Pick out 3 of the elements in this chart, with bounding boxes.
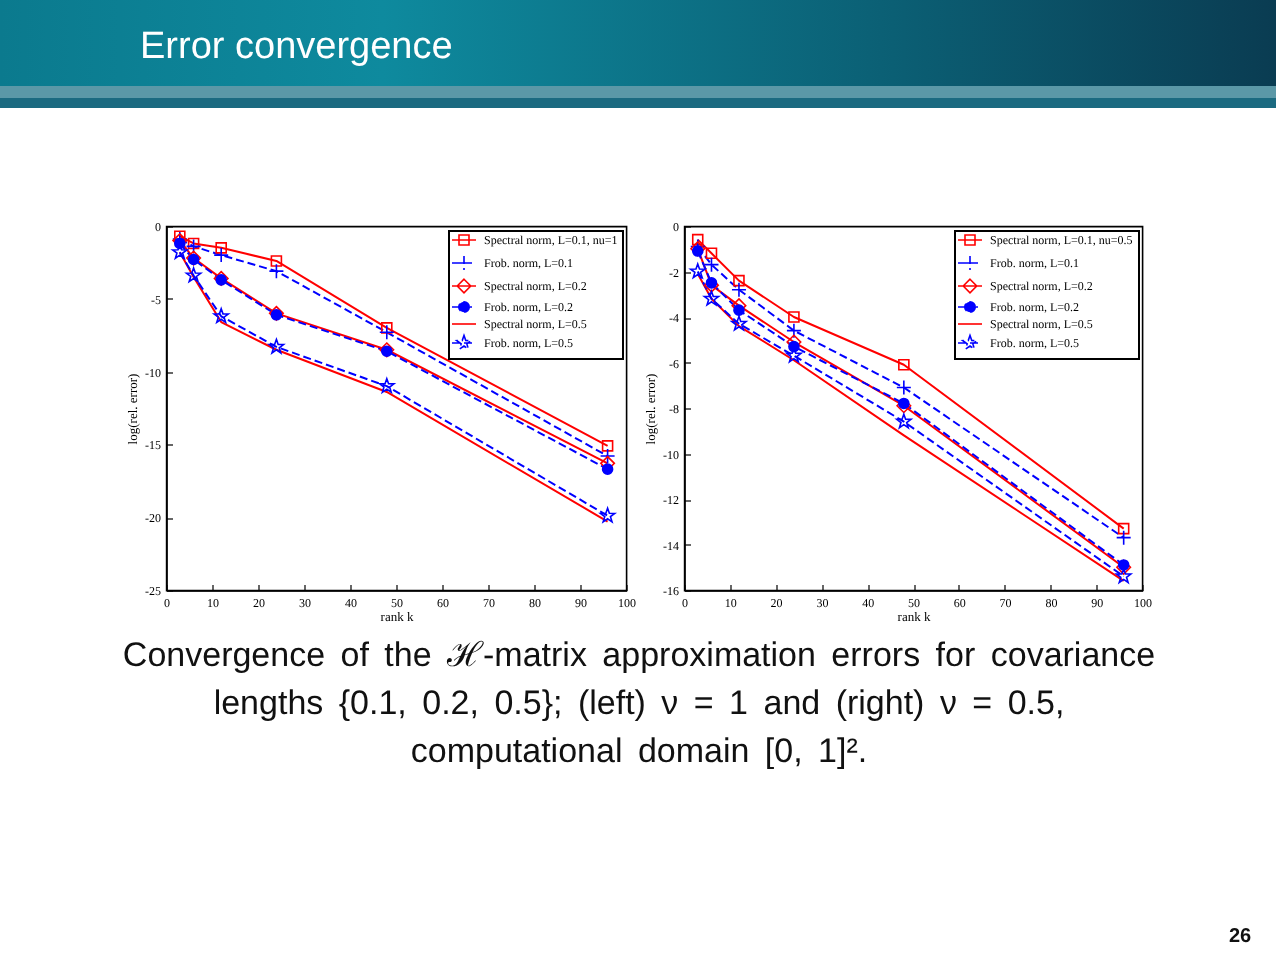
- text: Convergence of the ℋ-matrix approximation errors for covariance lengths {0.1, 0.2, 0.5}; (left) ν = 1 and (right) ν = 0.5, computational domain [0, 1]².: [120, 634, 1158, 774]
- text: 26: [1226, 926, 1254, 948]
- chart-title: Error convergence: [140, 24, 453, 72]
